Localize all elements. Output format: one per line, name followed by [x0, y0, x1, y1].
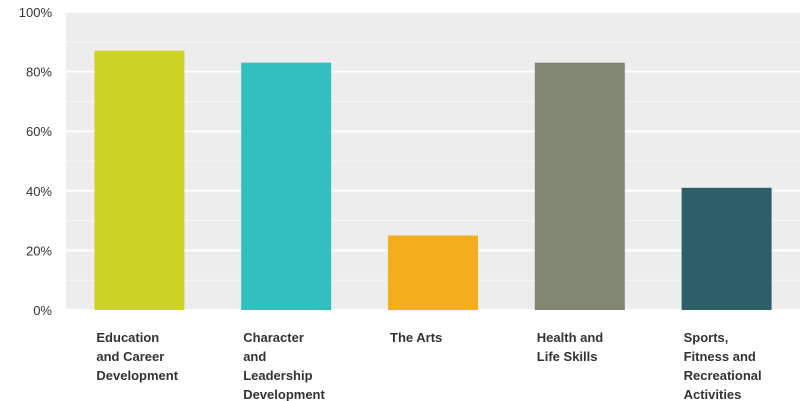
bar	[94, 50, 185, 311]
bars	[94, 50, 772, 311]
x-category-label: The Arts	[390, 330, 442, 345]
bar	[241, 62, 332, 310]
x-category-label: Character and Leadership Development	[243, 330, 325, 401]
x-category-label: Education and Career Development	[96, 330, 178, 383]
x-axis-labels: Education and Career Development Character a…	[96, 330, 761, 401]
y-tick-label: 20%	[26, 243, 52, 258]
y-tick-label: 80%	[26, 65, 52, 80]
y-axis-ticks: 0% 20% 40% 60% 80% 100%	[19, 5, 53, 318]
bar	[534, 62, 625, 310]
y-tick-label: 40%	[26, 184, 52, 199]
y-tick-label: 100%	[19, 5, 53, 20]
y-tick-label: 0%	[33, 303, 52, 318]
y-tick-label: 60%	[26, 124, 52, 139]
bar	[388, 235, 478, 310]
x-category-label: Sports, Fitness and Recreational Activities	[684, 330, 762, 401]
x-category-label: Health and Life Skills	[537, 330, 604, 364]
bar	[681, 187, 772, 310]
